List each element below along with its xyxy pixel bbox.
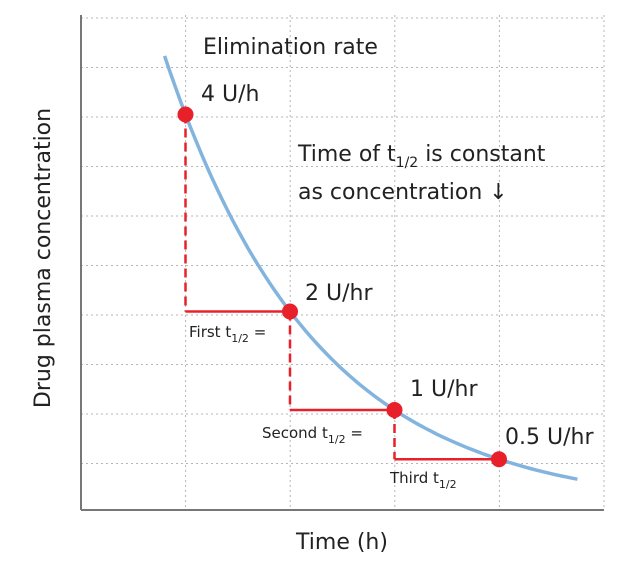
data-point <box>177 106 194 123</box>
y-axis-label: Drug plasma concentration <box>31 108 56 408</box>
constant-halflife-note-line1: Time of t1/2 is constant <box>297 142 546 171</box>
data-point <box>282 303 298 320</box>
point-label-3: 1 U/hr <box>410 377 478 402</box>
data-point <box>491 451 507 468</box>
x-axis-label: Time (h) <box>295 530 388 555</box>
grid <box>81 15 605 510</box>
point-label-2: 2 U/hr <box>305 281 373 306</box>
half-life-steps <box>184 114 499 461</box>
halflife-label-second: Second t1/2 = <box>262 424 363 446</box>
series-line <box>162 55 578 481</box>
halflife-label-third: Third t1/2 <box>389 469 457 491</box>
data-point <box>386 402 403 418</box>
chart-annotation-title: Elimination rate <box>203 35 378 60</box>
data-points <box>177 106 507 468</box>
halflife-label-first: First t1/2 = <box>189 323 266 345</box>
constant-halflife-note-line2: as concentration ↓ <box>298 180 508 205</box>
point-label-4: 0.5 U/hr <box>505 425 594 450</box>
point-label-1: 4 U/h <box>201 82 259 107</box>
